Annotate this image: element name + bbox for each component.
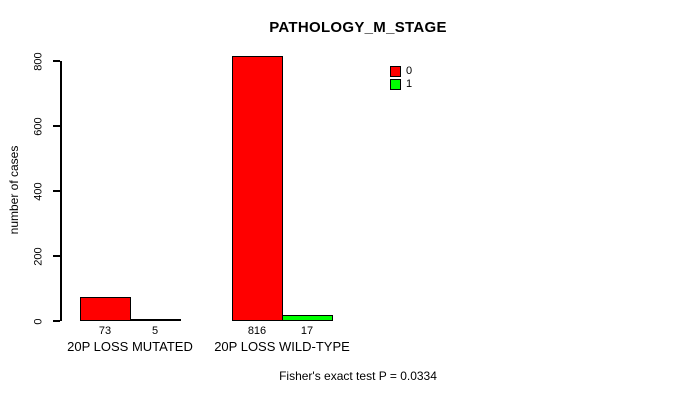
- bar-0-2: [232, 55, 283, 321]
- y-tick: [53, 255, 60, 257]
- y-tick: [53, 60, 60, 62]
- chart-title: PATHOLOGY_M_STAGE: [269, 19, 447, 36]
- y-tick-label: 0: [32, 317, 45, 325]
- category-label: 20P LOSS MUTATED: [67, 339, 193, 354]
- legend-label: 0: [406, 65, 413, 77]
- legend-label: 1: [406, 78, 413, 90]
- caption: Fisher's exact test P = 0.0334: [279, 369, 437, 383]
- y-tick: [53, 320, 60, 322]
- bar-0-1: [80, 297, 131, 321]
- bar-value-label: 5: [151, 325, 159, 337]
- bar-value-label: 73: [98, 325, 112, 337]
- y-tick-label: 200: [32, 246, 45, 266]
- y-tick-label: 600: [32, 116, 45, 136]
- y-tick: [53, 125, 60, 127]
- y-tick-label: 800: [32, 51, 45, 71]
- legend-swatch-0: [390, 65, 401, 77]
- category-label: 20P LOSS WILD-TYPE: [214, 339, 350, 354]
- legend-item-1: 1: [390, 78, 412, 90]
- y-axis-line: [60, 61, 62, 321]
- bar-value-label: 17: [300, 325, 314, 337]
- legend-item-0: 0: [390, 65, 412, 77]
- bar-value-label: 816: [247, 325, 267, 337]
- legend-swatch-1: [390, 78, 401, 90]
- y-tick-label: 400: [32, 181, 45, 201]
- y-axis-label: number of cases: [7, 145, 21, 235]
- bar-1-2: [282, 315, 333, 321]
- y-tick: [53, 190, 60, 192]
- bar-1-1: [130, 319, 181, 322]
